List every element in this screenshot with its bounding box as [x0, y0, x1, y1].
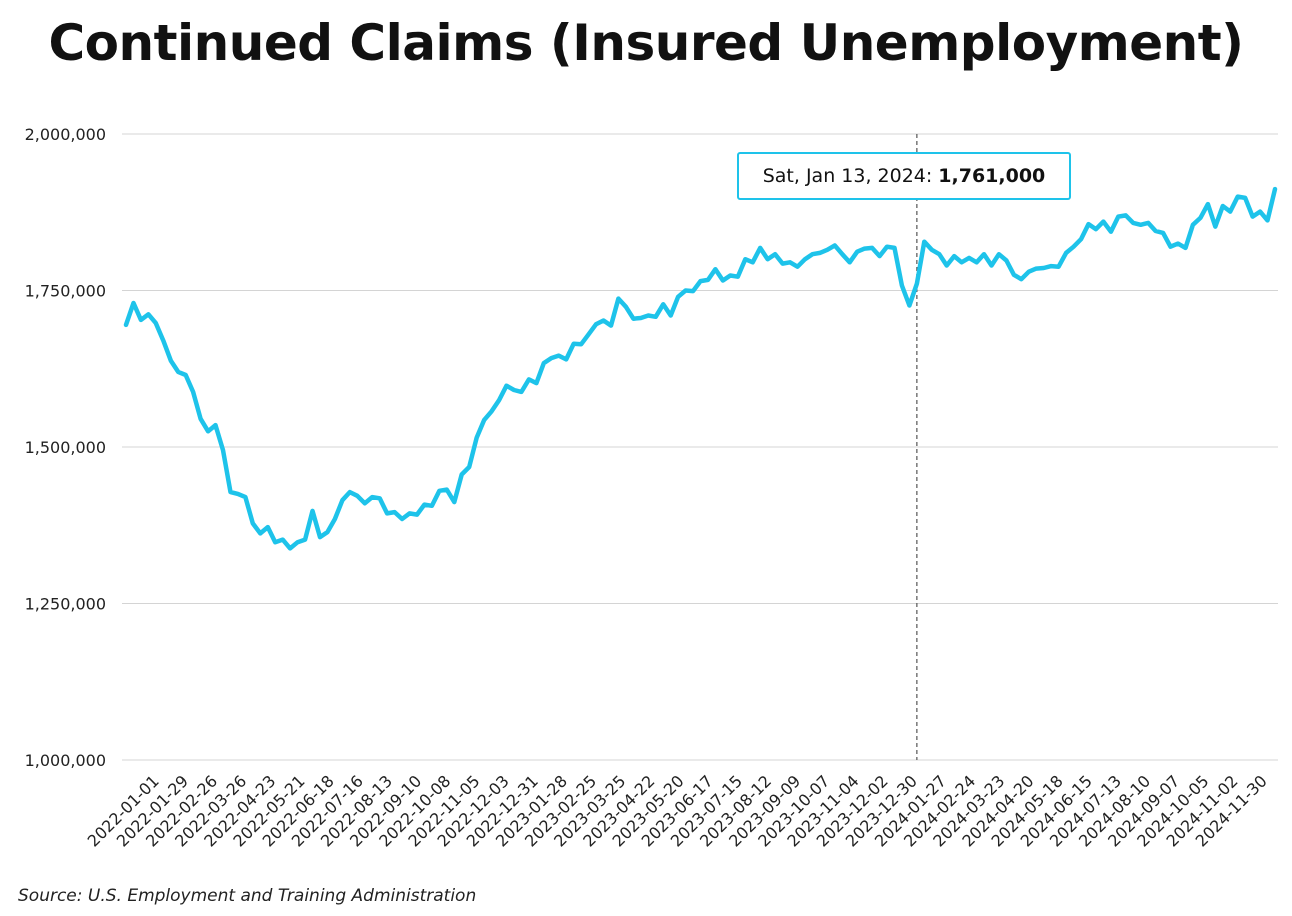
y-tick-label: 1,000,000	[25, 751, 106, 770]
series-layer[interactable]	[123, 186, 1278, 551]
tooltip-value: 1,761,000	[938, 165, 1046, 187]
y-tick-label: 1,250,000	[25, 595, 106, 614]
chart-title: Continued Claims (Insured Unemployment)	[48, 14, 1244, 72]
y-axis: 1,000,000 1,250,000 1,500,000 1,750,000 2,00…	[25, 125, 106, 770]
source-note: Source: U.S. Employment and Training Adm…	[18, 886, 477, 906]
hover-tooltip: Sat, Jan 13, 2024: 1,761,000	[737, 152, 1071, 200]
tooltip-date: Sat, Jan 13, 2024:	[762, 165, 933, 187]
x-axis: 2022-01-012022-01-292022-02-262022-03-26…	[84, 771, 1271, 850]
gridlines	[122, 133, 1278, 761]
series-line[interactable]	[123, 186, 1278, 551]
y-tick-label: 2,000,000	[25, 125, 106, 144]
y-tick-label: 1,750,000	[25, 282, 106, 301]
y-tick-label: 1,500,000	[25, 438, 106, 457]
